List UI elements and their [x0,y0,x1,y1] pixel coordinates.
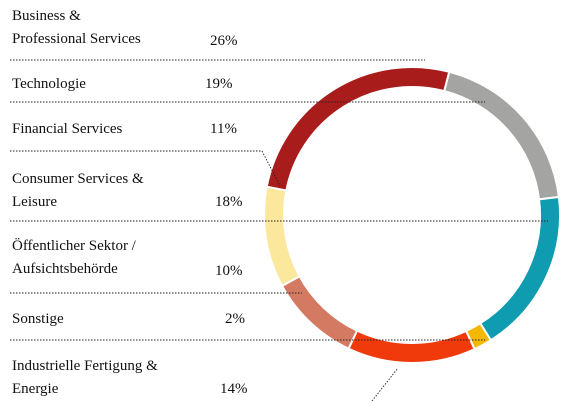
value-label: 11% [210,121,237,137]
value-label: 10% [215,263,243,279]
category-label-line: Technologie [12,76,86,92]
category-label-line: Business & [12,8,81,24]
category-label: Öffentlicher Sektor / Aufsichtsbehörde [12,237,137,277]
leader-line [10,150,281,187]
category-label: Technologie [12,76,86,92]
category-label: Consumer Services & Leisure [12,171,144,210]
donut-segment [265,66,451,192]
donut-segment [347,329,476,364]
category-label: Business & Professional Services [12,8,141,47]
category-label: Financial Services [12,121,123,137]
donut-segment [478,195,561,342]
category-label-line: Professional Services [12,31,141,47]
value-label: 18% [215,194,243,210]
value-label: 2% [225,311,245,327]
donut-segment [443,70,561,201]
category-label-line: Leisure [12,194,57,210]
category-label-line: Öffentlicher Sektor / [12,237,137,254]
leader-line [371,367,399,401]
donut-segment [263,185,301,288]
donut-segment [280,274,359,351]
category-label-line: Financial Services [12,121,123,137]
category-label: Industrielle Fertigung & Energie [12,358,158,397]
category-label-line: Consumer Services & [12,171,144,187]
category-label-line: Energie [12,381,59,397]
value-label: 14% [220,381,248,397]
category-label-line: Industrielle Fertigung & [12,358,158,374]
value-label: 19% [205,76,233,92]
category-label-line: Sonstige [12,311,64,327]
category-label-line: Aufsichtsbehörde [12,261,118,277]
value-label: 26% [210,33,238,49]
category-label: Sonstige [12,311,64,327]
